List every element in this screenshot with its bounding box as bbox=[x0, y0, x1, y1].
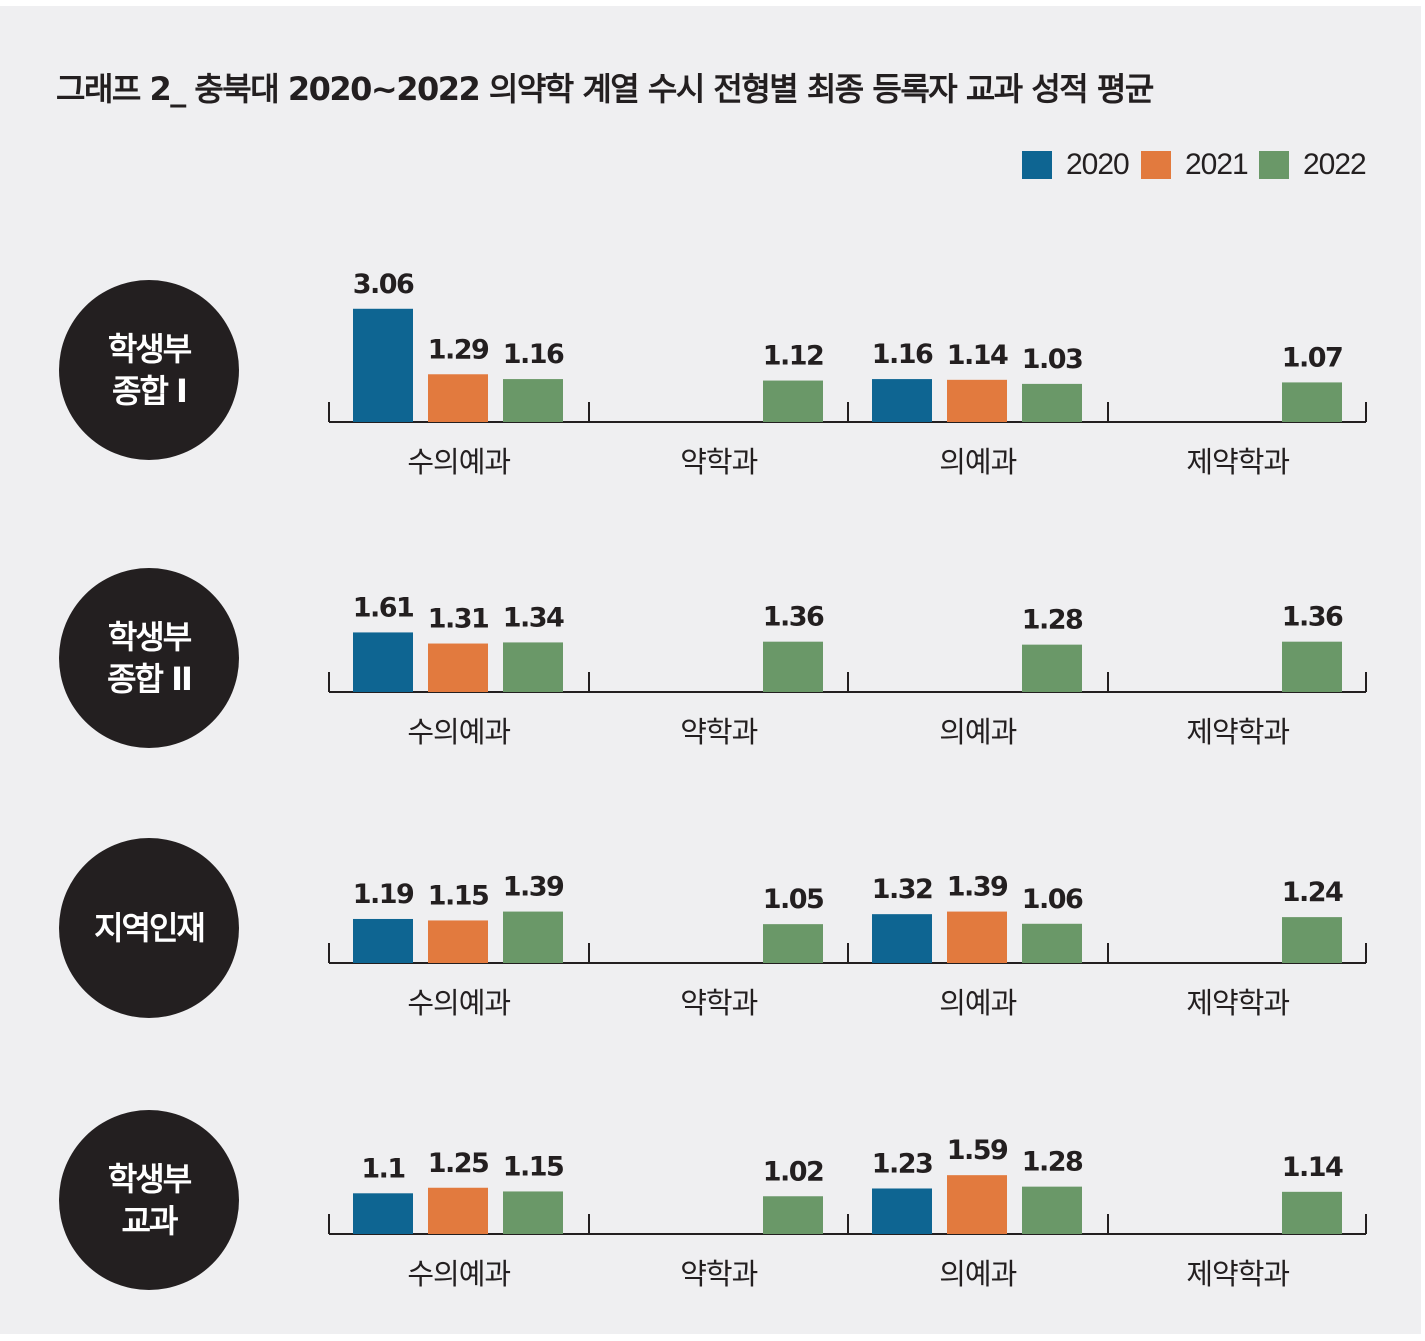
group-label: 학생부 종합 II bbox=[107, 618, 193, 698]
data-label: 1.05 bbox=[763, 884, 824, 915]
data-label: 1.16 bbox=[503, 339, 564, 370]
bar bbox=[428, 920, 488, 963]
data-label: 1.1 bbox=[361, 1153, 404, 1184]
category-label: 수의예과 bbox=[407, 445, 510, 479]
data-label: 1.31 bbox=[428, 604, 489, 635]
category-label: 약학과 bbox=[680, 445, 757, 479]
category-label: 약학과 bbox=[680, 986, 757, 1020]
category-label: 제약학과 bbox=[1186, 986, 1289, 1020]
bar bbox=[872, 914, 932, 963]
bar bbox=[353, 308, 413, 422]
bar bbox=[763, 1196, 823, 1234]
bar bbox=[1022, 383, 1082, 422]
group-label: 학생부 종합 I bbox=[107, 330, 192, 410]
data-label: 1.15 bbox=[503, 1151, 564, 1182]
category-label: 수의예과 bbox=[407, 715, 510, 749]
data-label: 1.25 bbox=[428, 1148, 489, 1179]
data-label: 1.14 bbox=[947, 340, 1008, 371]
bar bbox=[763, 924, 823, 963]
data-label: 1.28 bbox=[1022, 1147, 1083, 1178]
category-label: 제약학과 bbox=[1186, 1257, 1289, 1291]
data-label: 1.36 bbox=[763, 602, 824, 633]
category-label: 수의예과 bbox=[407, 986, 510, 1020]
category-label: 의예과 bbox=[939, 986, 1016, 1020]
data-label: 1.28 bbox=[1022, 605, 1083, 636]
category-label: 의예과 bbox=[939, 445, 1016, 479]
bar bbox=[1022, 644, 1082, 692]
data-label: 1.16 bbox=[872, 339, 933, 370]
category-label: 의예과 bbox=[939, 1257, 1016, 1291]
data-label: 1.12 bbox=[763, 341, 824, 372]
bar bbox=[947, 379, 1007, 422]
bar bbox=[428, 374, 488, 422]
data-label: 1.36 bbox=[1282, 602, 1343, 633]
data-label: 1.15 bbox=[428, 880, 489, 911]
bar bbox=[1022, 923, 1082, 963]
bar bbox=[503, 911, 563, 963]
bar bbox=[1282, 1191, 1342, 1234]
bar bbox=[1282, 917, 1342, 963]
data-label: 1.23 bbox=[872, 1148, 933, 1179]
group-label-circle: 학생부 교과 bbox=[59, 1110, 239, 1290]
data-label: 1.19 bbox=[353, 879, 414, 910]
data-label: 1.34 bbox=[503, 602, 564, 633]
bar bbox=[872, 379, 932, 422]
data-label: 1.06 bbox=[1022, 884, 1083, 915]
group-label-circle: 학생부 종합 I bbox=[59, 280, 239, 460]
bar bbox=[428, 1187, 488, 1234]
group-label: 학생부 교과 bbox=[107, 1160, 192, 1240]
bar bbox=[353, 918, 413, 963]
data-label: 1.39 bbox=[503, 872, 564, 903]
category-label: 제약학과 bbox=[1186, 445, 1289, 479]
chart-title: 그래프 2_ 충북대 2020~2022 의약학 계열 수시 전형별 최종 등록… bbox=[56, 70, 1154, 108]
bar bbox=[947, 1175, 1007, 1234]
data-label: 1.03 bbox=[1022, 344, 1083, 375]
bar bbox=[1282, 382, 1342, 422]
category-label: 약학과 bbox=[680, 715, 757, 749]
bar bbox=[763, 380, 823, 422]
data-label: 1.32 bbox=[872, 874, 933, 905]
data-label: 1.29 bbox=[428, 334, 489, 365]
bar bbox=[763, 641, 823, 692]
data-label: 1.59 bbox=[947, 1135, 1008, 1166]
data-label: 1.61 bbox=[353, 592, 414, 623]
bar bbox=[503, 642, 563, 692]
bar bbox=[353, 632, 413, 692]
category-label: 수의예과 bbox=[407, 1257, 510, 1291]
legend-label-2022: 2022 bbox=[1303, 148, 1367, 181]
data-label: 1.39 bbox=[947, 872, 1008, 903]
data-label: 1.24 bbox=[1282, 877, 1343, 908]
data-label: 1.02 bbox=[763, 1156, 824, 1187]
group-label: 지역인재 bbox=[94, 909, 206, 947]
legend-label-2021: 2021 bbox=[1185, 148, 1249, 181]
data-label: 1.14 bbox=[1282, 1152, 1343, 1183]
group-label-circle: 지역인재 bbox=[59, 838, 239, 1018]
bar bbox=[503, 1191, 563, 1234]
legend-swatch-2021 bbox=[1141, 151, 1171, 179]
category-label: 의예과 bbox=[939, 715, 1016, 749]
legend-label-2020: 2020 bbox=[1066, 148, 1130, 181]
legend-swatch-2022 bbox=[1259, 151, 1289, 179]
bar bbox=[1282, 641, 1342, 692]
category-label: 약학과 bbox=[680, 1257, 757, 1291]
data-label: 1.07 bbox=[1282, 342, 1343, 373]
bar bbox=[503, 379, 563, 422]
bar bbox=[1022, 1186, 1082, 1234]
legend-swatch-2020 bbox=[1022, 151, 1052, 179]
bar bbox=[353, 1193, 413, 1234]
bar bbox=[872, 1188, 932, 1234]
data-label: 3.06 bbox=[353, 269, 414, 300]
category-label: 제약학과 bbox=[1186, 715, 1289, 749]
bar bbox=[428, 643, 488, 692]
group-label-circle: 학생부 종합 II bbox=[59, 568, 239, 748]
bar bbox=[947, 911, 1007, 963]
